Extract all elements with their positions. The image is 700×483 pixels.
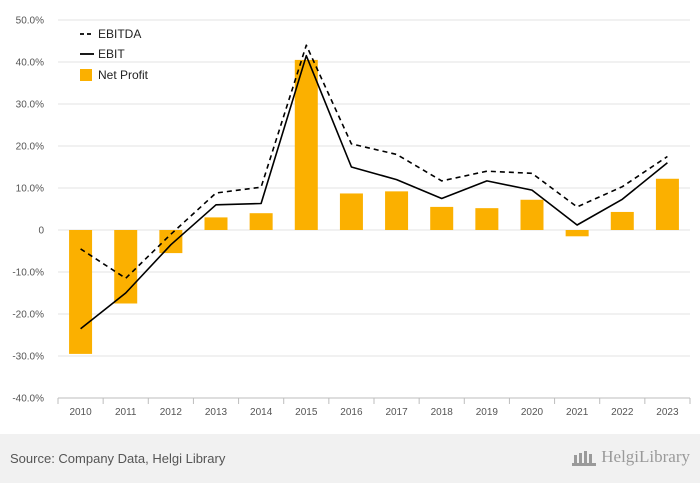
net-profit-bar — [385, 191, 409, 230]
x-tick-label: 2018 — [431, 407, 454, 418]
y-tick-label: 30.0% — [16, 100, 44, 111]
net-profit-bar — [339, 193, 363, 230]
x-tick-label: 2012 — [160, 407, 183, 418]
brand-name: HelgiLibrary — [601, 447, 690, 466]
x-tick-label: 2016 — [340, 407, 363, 418]
x-tick-label: 2014 — [250, 407, 273, 418]
net-profit-bar — [294, 59, 318, 231]
y-tick-label: -10.0% — [12, 268, 44, 279]
legend-swatch — [80, 69, 92, 81]
x-tick-label: 2011 — [115, 407, 137, 418]
x-tick-label: 2022 — [611, 407, 634, 418]
y-tick-label: 40.0% — [16, 58, 44, 69]
x-tick-label: 2013 — [205, 407, 228, 418]
net-profit-bar — [249, 213, 273, 230]
x-tick-label: 2023 — [656, 407, 679, 418]
y-tick-label: -20.0% — [12, 310, 44, 321]
net-profit-bar — [204, 217, 228, 230]
net-profit-bar — [565, 230, 589, 237]
x-tick-label: 2019 — [476, 407, 499, 418]
x-tick-label: 2010 — [69, 407, 92, 418]
legend-label: Net Profit — [98, 68, 149, 82]
net-profit-bar — [69, 230, 93, 354]
net-profit-bar — [114, 230, 138, 304]
source-text: Source: Company Data, Helgi Library — [10, 451, 226, 466]
net-profit-bars — [69, 59, 679, 354]
y-tick-label: 0 — [38, 226, 44, 237]
ebit-line — [80, 54, 668, 330]
y-tick-label: -30.0% — [12, 352, 44, 363]
net-profit-bar — [475, 208, 499, 230]
legend-label: EBITDA — [98, 27, 141, 41]
y-tick-label: 50.0% — [16, 16, 44, 27]
net-profit-bar — [430, 206, 454, 230]
axes: -40.0% -30.0% -20.0% -10.0% 0 10.0% 20.0% 30.0%… — [12, 16, 691, 418]
library-icon — [572, 451, 597, 466]
y-tick-label: 10.0% — [16, 184, 44, 195]
x-tick-label: 2021 — [566, 407, 589, 418]
series-lines — [80, 44, 668, 330]
net-profit-bar — [610, 211, 634, 230]
x-tick-label: 2020 — [521, 407, 544, 418]
x-tick-label: 2017 — [385, 407, 408, 418]
net-profit-bar — [655, 178, 679, 230]
brand-logo: HelgiLibrary — [571, 447, 690, 467]
net-profit-bar — [520, 199, 544, 230]
net-profit-bar — [159, 230, 183, 254]
y-tick-label: -40.0% — [12, 394, 44, 405]
y-tick-label: 20.0% — [16, 142, 44, 153]
x-tick-label: 2015 — [295, 407, 318, 418]
legend: EBITDA EBIT Net Profit — [80, 27, 149, 82]
chart: -40.0% -30.0% -20.0% -10.0% 0 10.0% 20.0% 30.0%… — [12, 16, 691, 418]
legend-label: EBIT — [98, 47, 125, 61]
ebitda-line — [80, 44, 668, 280]
grid — [58, 19, 690, 399]
footer: Source: Company Data, Helgi Library Helg… — [0, 434, 700, 483]
